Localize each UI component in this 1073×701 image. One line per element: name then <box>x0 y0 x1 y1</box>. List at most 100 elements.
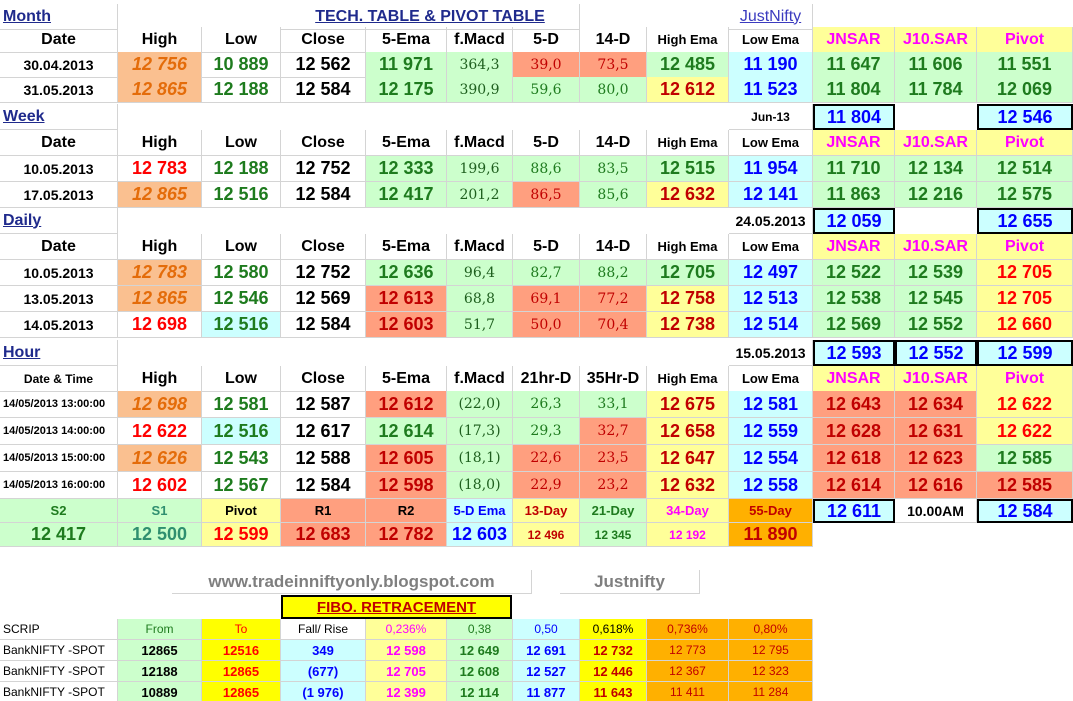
column-header-hour: J10.SAR <box>895 366 977 392</box>
level-label: S1 <box>118 499 202 523</box>
column-header-daily: High Ema <box>647 234 729 260</box>
daily-pivot: 12 655 <box>977 208 1073 234</box>
justnifty-link[interactable]: JustNifty <box>729 4 813 30</box>
fibo-cell: 12 114 <box>447 682 513 701</box>
column-header-hour: Low <box>202 366 281 392</box>
section-label-hour: Hour <box>0 340 118 366</box>
column-header-month: High Ema <box>647 27 729 53</box>
hour-cell: 12 618 <box>813 445 895 472</box>
hour-pivot: 12 599 <box>977 340 1073 366</box>
hour-cell: 12 623 <box>895 445 977 472</box>
hour-cell: 14/05/2013 15:00:00 <box>0 445 118 472</box>
month-cell: 30.04.2013 <box>0 52 118 78</box>
column-header-hour: Low Ema <box>729 366 813 392</box>
daily-cell: 12 522 <box>813 260 895 286</box>
column-header-week: 14-D <box>580 130 647 156</box>
hour-cell: 29,3 <box>513 418 580 445</box>
fibo-header: To <box>202 619 281 640</box>
column-header-week: f.Macd <box>447 130 513 156</box>
column-header-hour: Pivot <box>977 366 1073 392</box>
hour-cell: 22,6 <box>513 445 580 472</box>
hour-cell: 14/05/2013 14:00:00 <box>0 418 118 445</box>
fibo-cell: 12 795 <box>729 640 813 661</box>
column-header-week: JNSAR <box>813 130 895 156</box>
week-cell: 12 188 <box>202 156 281 182</box>
daily-cell: 12 584 <box>281 312 366 338</box>
hour-cell: 12 622 <box>977 391 1073 418</box>
daily-cell: 12 539 <box>895 260 977 286</box>
level-value: 12 603 <box>447 523 513 547</box>
hour-cell: 12 617 <box>281 418 366 445</box>
daily-cell: 12 516 <box>202 312 281 338</box>
week-pivot: 12 546 <box>977 104 1073 130</box>
week-cell: 12 752 <box>281 156 366 182</box>
month-cell: 12 756 <box>118 52 202 78</box>
hour-cell: 12 647 <box>647 445 729 472</box>
column-header-daily: Low Ema <box>729 234 813 260</box>
month-cell: 11 784 <box>895 77 977 103</box>
daily-cell: 12 569 <box>281 286 366 312</box>
month-cell: 11 804 <box>813 77 895 103</box>
hour-cell: (17,3) <box>447 418 513 445</box>
hour-period: 15.05.2013 <box>729 340 813 366</box>
fibo-header: From <box>118 619 202 640</box>
month-cell: 11 647 <box>813 52 895 78</box>
column-header-hour: High <box>118 366 202 392</box>
fibo-header: 0,736% <box>647 619 729 640</box>
daily-cell: 12 497 <box>729 260 813 286</box>
column-header-week: 5-D <box>513 130 580 156</box>
fibo-cell: 12 527 <box>513 661 580 682</box>
daily-period: 24.05.2013 <box>729 208 813 234</box>
month-cell: 59,6 <box>513 77 580 103</box>
column-header-week: Low <box>202 130 281 156</box>
fibo-cell: 12 705 <box>366 661 447 682</box>
week-cell: 12 865 <box>118 182 202 208</box>
daily-cell: 12 705 <box>647 260 729 286</box>
daily-cell: 70,4 <box>580 312 647 338</box>
daily-sar: 12 059 <box>813 208 895 234</box>
fibo-cell: 12 367 <box>647 661 729 682</box>
levels-time: 10.00AM <box>895 499 977 523</box>
month-cell: 12 188 <box>202 77 281 103</box>
hour-cell: 14/05/2013 13:00:00 <box>0 391 118 418</box>
hour-cell: 12 612 <box>366 391 447 418</box>
level-value: 11 890 <box>729 523 813 547</box>
daily-cell: 12 514 <box>729 312 813 338</box>
hour-cell: 12 567 <box>202 472 281 499</box>
level-label: 21-Day <box>580 499 647 523</box>
hour-cell: 26,3 <box>513 391 580 418</box>
column-header-week: Pivot <box>977 130 1073 156</box>
fibo-cell: 11 643 <box>580 682 647 701</box>
level-label: 55-Day <box>729 499 813 523</box>
daily-cell: 12 636 <box>366 260 447 286</box>
level-value: 12 500 <box>118 523 202 547</box>
hour-cell: 12 581 <box>202 391 281 418</box>
hour-cell: 12 554 <box>729 445 813 472</box>
column-header-daily: 14-D <box>580 234 647 260</box>
daily-cell: 12 660 <box>977 312 1073 338</box>
column-header-hour: 21hr-D <box>513 366 580 392</box>
brand-text: Justnifty <box>560 570 700 594</box>
column-header-week: Close <box>281 130 366 156</box>
week-cell: 17.05.2013 <box>0 182 118 208</box>
fibo-cell: (677) <box>281 661 366 682</box>
month-cell: 11 523 <box>729 77 813 103</box>
column-header-hour: Date & Time <box>0 366 118 392</box>
month-cell: 73,5 <box>580 52 647 78</box>
column-header-week: High Ema <box>647 130 729 156</box>
column-header-daily: 5-Ema <box>366 234 447 260</box>
month-cell: 12 562 <box>281 52 366 78</box>
hour-cell: 12 585 <box>977 445 1073 472</box>
section-label-daily: Daily <box>0 208 118 234</box>
page-title: TECH. TABLE & PIVOT TABLE <box>281 4 580 30</box>
week-cell: 12 783 <box>118 156 202 182</box>
column-header-month: High <box>118 27 202 53</box>
month-cell: 11 971 <box>366 52 447 78</box>
month-cell: 80,0 <box>580 77 647 103</box>
fibo-header: 0,80% <box>729 619 813 640</box>
month-cell: 12 865 <box>118 77 202 103</box>
hour-cell: 12 643 <box>813 391 895 418</box>
hour-cell: (18,0) <box>447 472 513 499</box>
column-header-week: J10.SAR <box>895 130 977 156</box>
fibo-cell: 12865 <box>202 661 281 682</box>
